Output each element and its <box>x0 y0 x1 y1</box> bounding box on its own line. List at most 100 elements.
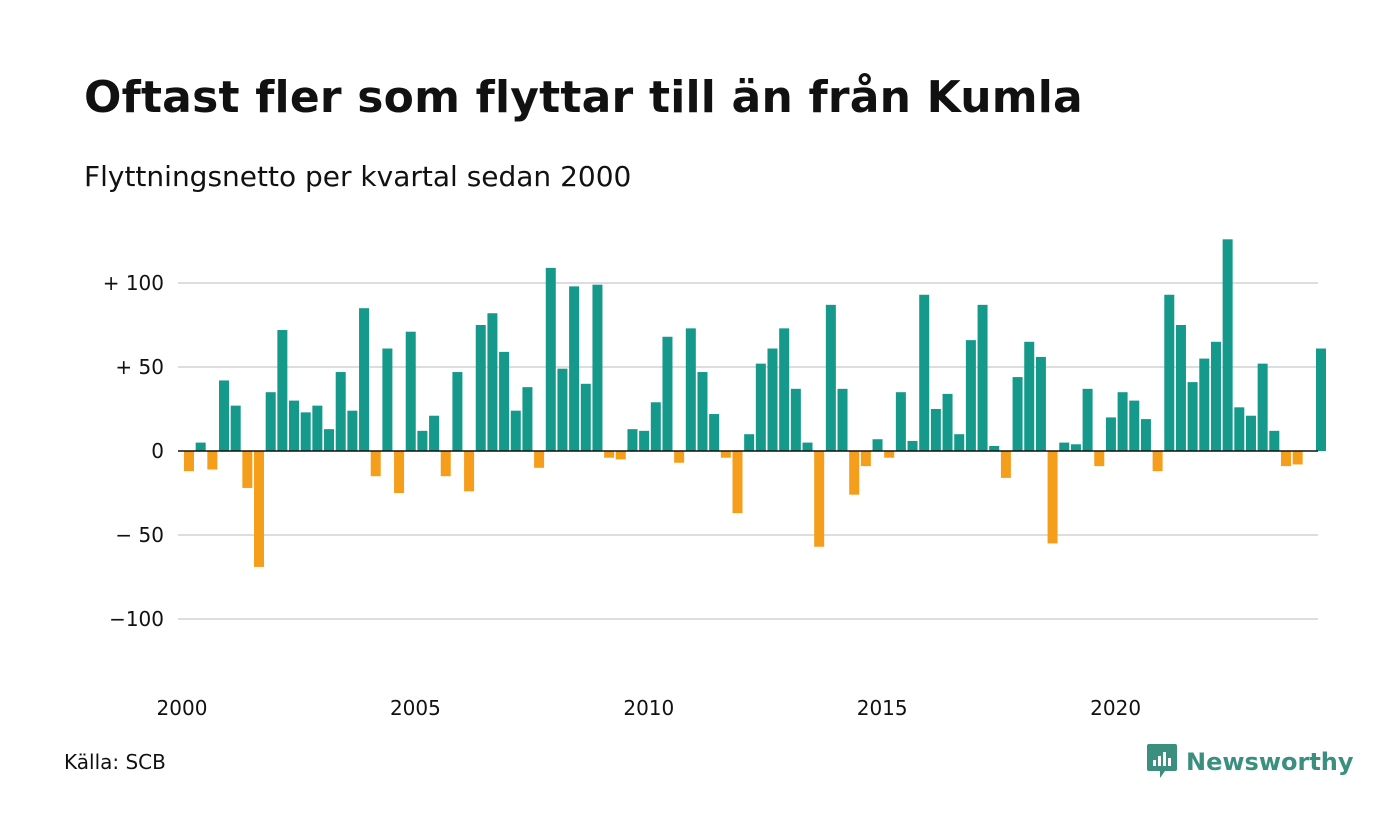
x-tick-label: 2010 <box>623 696 674 720</box>
bar <box>1059 442 1070 451</box>
bar <box>464 451 475 492</box>
bar <box>1269 430 1280 451</box>
bar <box>825 304 836 451</box>
bar <box>382 348 393 451</box>
bar <box>802 442 813 451</box>
bar <box>510 410 521 451</box>
bar <box>1175 325 1186 451</box>
x-axis-ticks: 2000 2005 2010 2015 2020 <box>157 696 1142 720</box>
y-tick-label: + 50 <box>115 355 164 379</box>
bar <box>207 451 218 470</box>
bar <box>1187 382 1198 451</box>
bar <box>615 451 626 460</box>
bar <box>405 331 416 451</box>
bar <box>219 380 230 451</box>
bar <box>242 451 253 488</box>
bar <box>1164 294 1175 451</box>
bar <box>289 400 300 451</box>
bar <box>697 372 708 451</box>
bar <box>1024 341 1035 451</box>
bar <box>452 372 463 451</box>
bar <box>732 451 743 514</box>
bar <box>429 415 440 451</box>
bar <box>1222 239 1233 451</box>
y-axis-ticks: + 100 + 50 0 − 50 −100 <box>103 271 164 631</box>
bar <box>779 328 790 451</box>
bar <box>1047 451 1058 544</box>
bar <box>604 451 615 458</box>
x-tick-label: 2000 <box>157 696 208 720</box>
bar <box>709 414 720 451</box>
bar <box>417 430 428 451</box>
bar <box>989 445 1000 451</box>
bar <box>1280 451 1291 467</box>
bar <box>312 405 323 451</box>
bar <box>662 336 673 451</box>
y-tick-label: −100 <box>109 607 164 631</box>
brand-name: Newsworthy <box>1186 748 1354 776</box>
bar <box>1315 348 1326 451</box>
bar <box>592 284 603 451</box>
y-tick-label: 0 <box>151 439 164 463</box>
bar <box>860 451 871 467</box>
bar <box>639 430 650 451</box>
bar <box>475 325 486 451</box>
bar <box>1199 358 1210 451</box>
bar <box>837 388 848 451</box>
x-tick-label: 2005 <box>390 696 441 720</box>
bar <box>265 392 276 451</box>
bar <box>195 442 206 451</box>
bar <box>790 388 801 451</box>
bar <box>1129 400 1140 451</box>
bar <box>1257 363 1268 451</box>
bar <box>720 451 731 458</box>
chart-title: Oftast fler som flyttar till än från Kum… <box>84 72 1083 123</box>
y-tick-label: − 50 <box>115 523 164 547</box>
bar <box>849 451 860 495</box>
bar <box>440 451 451 477</box>
bar <box>814 451 825 547</box>
bar <box>557 368 568 451</box>
bar <box>347 410 358 451</box>
bar <box>965 340 976 451</box>
bar <box>1105 417 1116 451</box>
bar <box>277 330 288 451</box>
bar <box>650 402 661 451</box>
bar <box>872 439 883 451</box>
bar <box>335 372 346 451</box>
bar <box>744 434 755 451</box>
bar <box>1094 451 1105 467</box>
bar <box>184 451 194 472</box>
y-tick-label: + 100 <box>103 271 164 295</box>
bar <box>1070 444 1081 451</box>
source-note: Källa: SCB <box>64 750 166 774</box>
bar <box>254 451 265 567</box>
gridlines <box>178 282 1318 620</box>
bar <box>1234 407 1245 451</box>
bar <box>1082 388 1093 451</box>
chart-subtitle: Flyttningsnetto per kvartal sedan 2000 <box>84 160 632 193</box>
bar <box>499 351 510 451</box>
bar <box>324 429 335 451</box>
bar <box>1117 392 1128 451</box>
bar <box>1000 451 1011 478</box>
bar <box>942 393 953 451</box>
bar <box>300 412 311 451</box>
bar <box>1035 356 1046 451</box>
bar <box>919 294 930 451</box>
bar <box>370 451 381 477</box>
bar <box>534 451 545 468</box>
bar <box>907 440 918 451</box>
bar <box>674 451 685 463</box>
bar <box>767 348 778 451</box>
bar <box>1012 377 1023 451</box>
bar <box>1152 451 1163 472</box>
bar <box>685 328 696 451</box>
bars <box>184 239 1326 567</box>
brand-logo: Newsworthy <box>1146 742 1354 782</box>
bar <box>954 434 965 451</box>
newsworthy-logo-icon <box>1147 744 1177 778</box>
bar <box>522 387 533 451</box>
bar <box>1245 415 1256 451</box>
bar <box>1292 451 1303 465</box>
